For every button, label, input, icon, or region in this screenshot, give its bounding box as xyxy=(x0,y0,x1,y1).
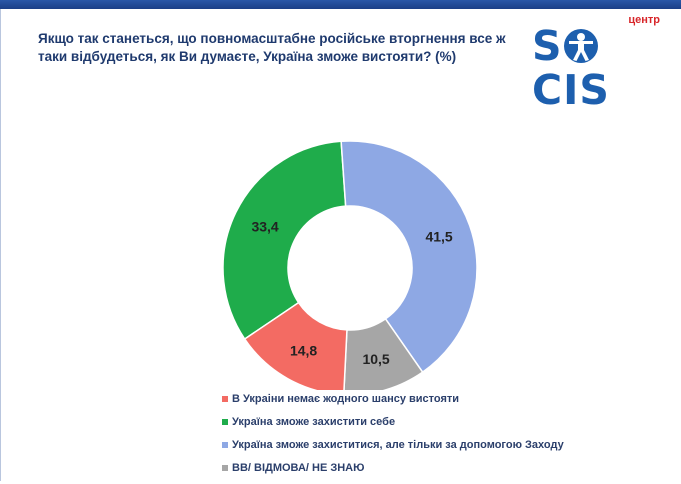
logo-letter-s: S xyxy=(532,22,563,70)
chart-legend: В Украіни немає жодного шансу вистояти Ук… xyxy=(222,392,564,484)
left-edge xyxy=(0,9,1,481)
slice-value-label: 41,5 xyxy=(425,229,452,245)
legend-item: ВВ/ ВІДМОВА/ НЕ ЗНАЮ xyxy=(222,461,564,484)
legend-swatch xyxy=(222,442,228,448)
vitruvian-figure-icon xyxy=(563,29,598,63)
legend-label: Україна зможе захиститися, але тільки за… xyxy=(232,439,564,451)
legend-label: Україна зможе захистити себе xyxy=(232,416,396,428)
logo-main-text: S CIS xyxy=(532,24,670,112)
donut-chart: 33,4 41,5 10,5 14,8 xyxy=(222,140,478,390)
pie-slice xyxy=(222,140,347,341)
slice-value-label: 10,5 xyxy=(362,351,389,367)
legend-label: В Украіни немає жодного шансу вистояти xyxy=(232,393,460,405)
legend-swatch xyxy=(222,419,228,425)
logo-letters-cis: CIS xyxy=(532,66,610,114)
legend-swatch xyxy=(222,465,228,471)
slice-value-label: 33,4 xyxy=(251,219,278,235)
legend-item: Україна зможе захистити себе xyxy=(222,415,564,438)
logo-small-text: центр xyxy=(628,14,660,26)
legend-label: ВВ/ ВІДМОВА/ НЕ ЗНАЮ xyxy=(232,462,365,474)
pie-slice xyxy=(340,140,478,374)
pie-slice xyxy=(343,317,424,390)
page-title: Якщо так станеться, що повномасштабне ро… xyxy=(38,31,506,64)
socis-logo: центр S CIS xyxy=(530,14,670,112)
legend-item: В Украіни немає жодного шансу вистояти xyxy=(222,392,564,415)
top-bar xyxy=(0,0,681,9)
legend-swatch xyxy=(222,396,228,402)
slice-value-label: 14,8 xyxy=(290,342,317,358)
pie-slice xyxy=(243,301,348,390)
legend-item: Україна зможе захиститися, але тільки за… xyxy=(222,438,564,461)
